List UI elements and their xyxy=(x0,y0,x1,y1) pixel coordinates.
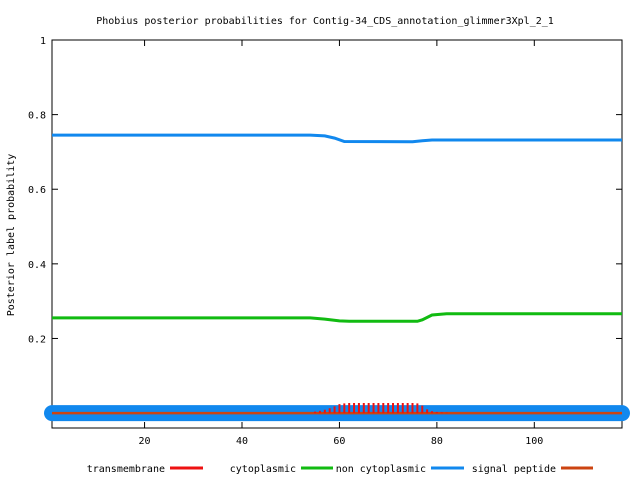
legend-label: transmembrane xyxy=(87,464,165,475)
y-axis: 0.2 0.4 0.6 0.8 1 xyxy=(28,36,622,345)
plot-frame xyxy=(51,39,623,429)
series-cytoplasmic xyxy=(52,312,622,323)
x-tick-label: 40 xyxy=(236,436,248,447)
chart-title: Phobius posterior probabilities for Cont… xyxy=(96,16,554,27)
series-line xyxy=(52,312,622,323)
y-tick-label: 0.4 xyxy=(28,260,46,271)
y-tick-label: 1 xyxy=(40,36,46,47)
legend-label: signal peptide xyxy=(472,464,556,475)
legend-item: transmembrane xyxy=(87,464,203,475)
series-non-cytoplasmic xyxy=(52,133,622,144)
y-tick-label: 0.2 xyxy=(28,334,46,345)
legend: transmembrane cytoplasmic non cytoplasmic s… xyxy=(87,464,593,475)
x-tick-label: 100 xyxy=(525,436,543,447)
legend-item: signal peptide xyxy=(472,464,593,475)
x-tick-label: 20 xyxy=(139,436,151,447)
legend-item: non cytoplasmic xyxy=(336,464,464,475)
x-tick-label: 80 xyxy=(431,436,443,447)
series-line xyxy=(52,133,622,144)
legend-item: cytoplasmic xyxy=(230,464,333,475)
y-tick-label: 0.6 xyxy=(28,185,46,196)
series-transmembrane xyxy=(314,403,448,414)
legend-label: cytoplasmic xyxy=(230,464,296,475)
y-axis-label: Posterior label probability xyxy=(6,154,17,317)
plot-area xyxy=(44,133,630,422)
y-tick-label: 0.8 xyxy=(28,111,46,122)
x-tick-label: 60 xyxy=(333,436,345,447)
legend-label: non cytoplasmic xyxy=(336,464,426,475)
x-axis: 20 40 60 80 100 xyxy=(139,40,543,447)
